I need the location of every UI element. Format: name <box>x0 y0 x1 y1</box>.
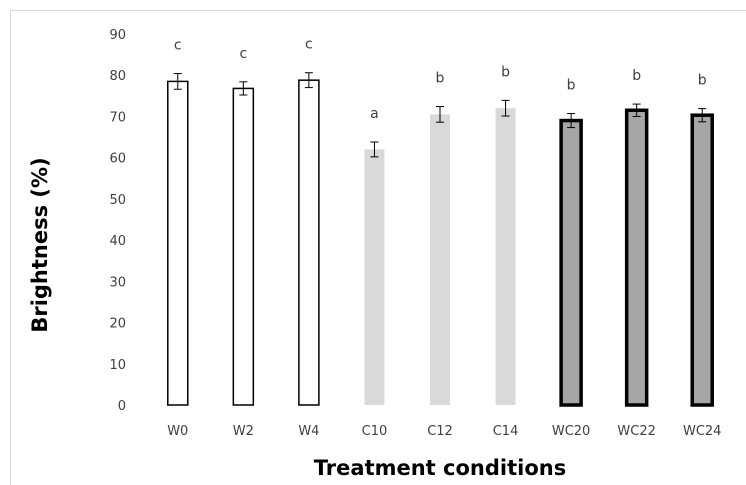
y-tick-label: 0 <box>118 399 126 414</box>
bar-w2 <box>232 87 255 406</box>
bar-c14 <box>495 108 516 405</box>
x-axis-ticks: W0 W2 W4 C10 C12 C14 WC20 WC22 WC24 <box>167 424 721 439</box>
x-tick-label: W4 <box>298 424 319 439</box>
significance-letter: b <box>501 64 510 80</box>
error-bar <box>501 99 510 117</box>
y-tick-label: 60 <box>109 152 126 167</box>
x-tick-label: W0 <box>167 424 188 439</box>
bar-wc20 <box>559 118 583 407</box>
significance-letter: c <box>305 37 313 53</box>
y-tick-label: 10 <box>109 358 126 373</box>
error-bar <box>370 141 379 158</box>
significance-letter: c <box>174 38 182 54</box>
significance-letter: b <box>567 78 576 94</box>
x-tick-label: W2 <box>233 424 254 439</box>
error-bar <box>304 72 313 89</box>
x-axis-title: Treatment conditions <box>314 456 566 480</box>
y-tick-label: 40 <box>109 234 126 249</box>
error-bar <box>436 106 444 123</box>
x-tick-label: WC24 <box>683 424 721 439</box>
y-tick-label: 20 <box>109 317 126 332</box>
significance-letter: b <box>436 71 445 87</box>
bar-w4 <box>298 79 320 406</box>
chart-frame <box>10 10 746 485</box>
y-axis-ticks: 0 10 20 30 40 50 60 70 80 90 <box>109 28 126 414</box>
bar-wc24 <box>690 113 714 407</box>
error-bar <box>698 108 707 123</box>
error-bar <box>567 113 576 129</box>
error-bar <box>173 73 182 90</box>
x-tick-label: WC20 <box>552 424 590 439</box>
error-bar <box>239 81 248 96</box>
significance-letter: c <box>239 46 247 62</box>
y-tick-label: 80 <box>109 69 126 84</box>
bars: c c c a b b b b b <box>167 37 714 407</box>
bar-w0 <box>167 80 189 406</box>
bar-c10 <box>364 149 385 405</box>
significance-letter: b <box>632 68 641 84</box>
bar-wc22 <box>624 108 649 407</box>
x-tick-label: C12 <box>427 424 453 439</box>
significance-letter: a <box>370 106 379 122</box>
y-axis-title: Brightness (%) <box>28 157 52 332</box>
y-tick-label: 90 <box>109 28 126 43</box>
error-bar <box>632 103 641 117</box>
x-tick-label: C10 <box>362 424 388 439</box>
x-tick-label: WC22 <box>617 424 655 439</box>
y-tick-label: 70 <box>109 110 126 125</box>
y-tick-label: 50 <box>109 193 126 208</box>
x-tick-label: C14 <box>493 424 519 439</box>
significance-letter: b <box>698 73 707 89</box>
bar-c12 <box>430 114 450 405</box>
y-tick-label: 30 <box>109 275 126 290</box>
